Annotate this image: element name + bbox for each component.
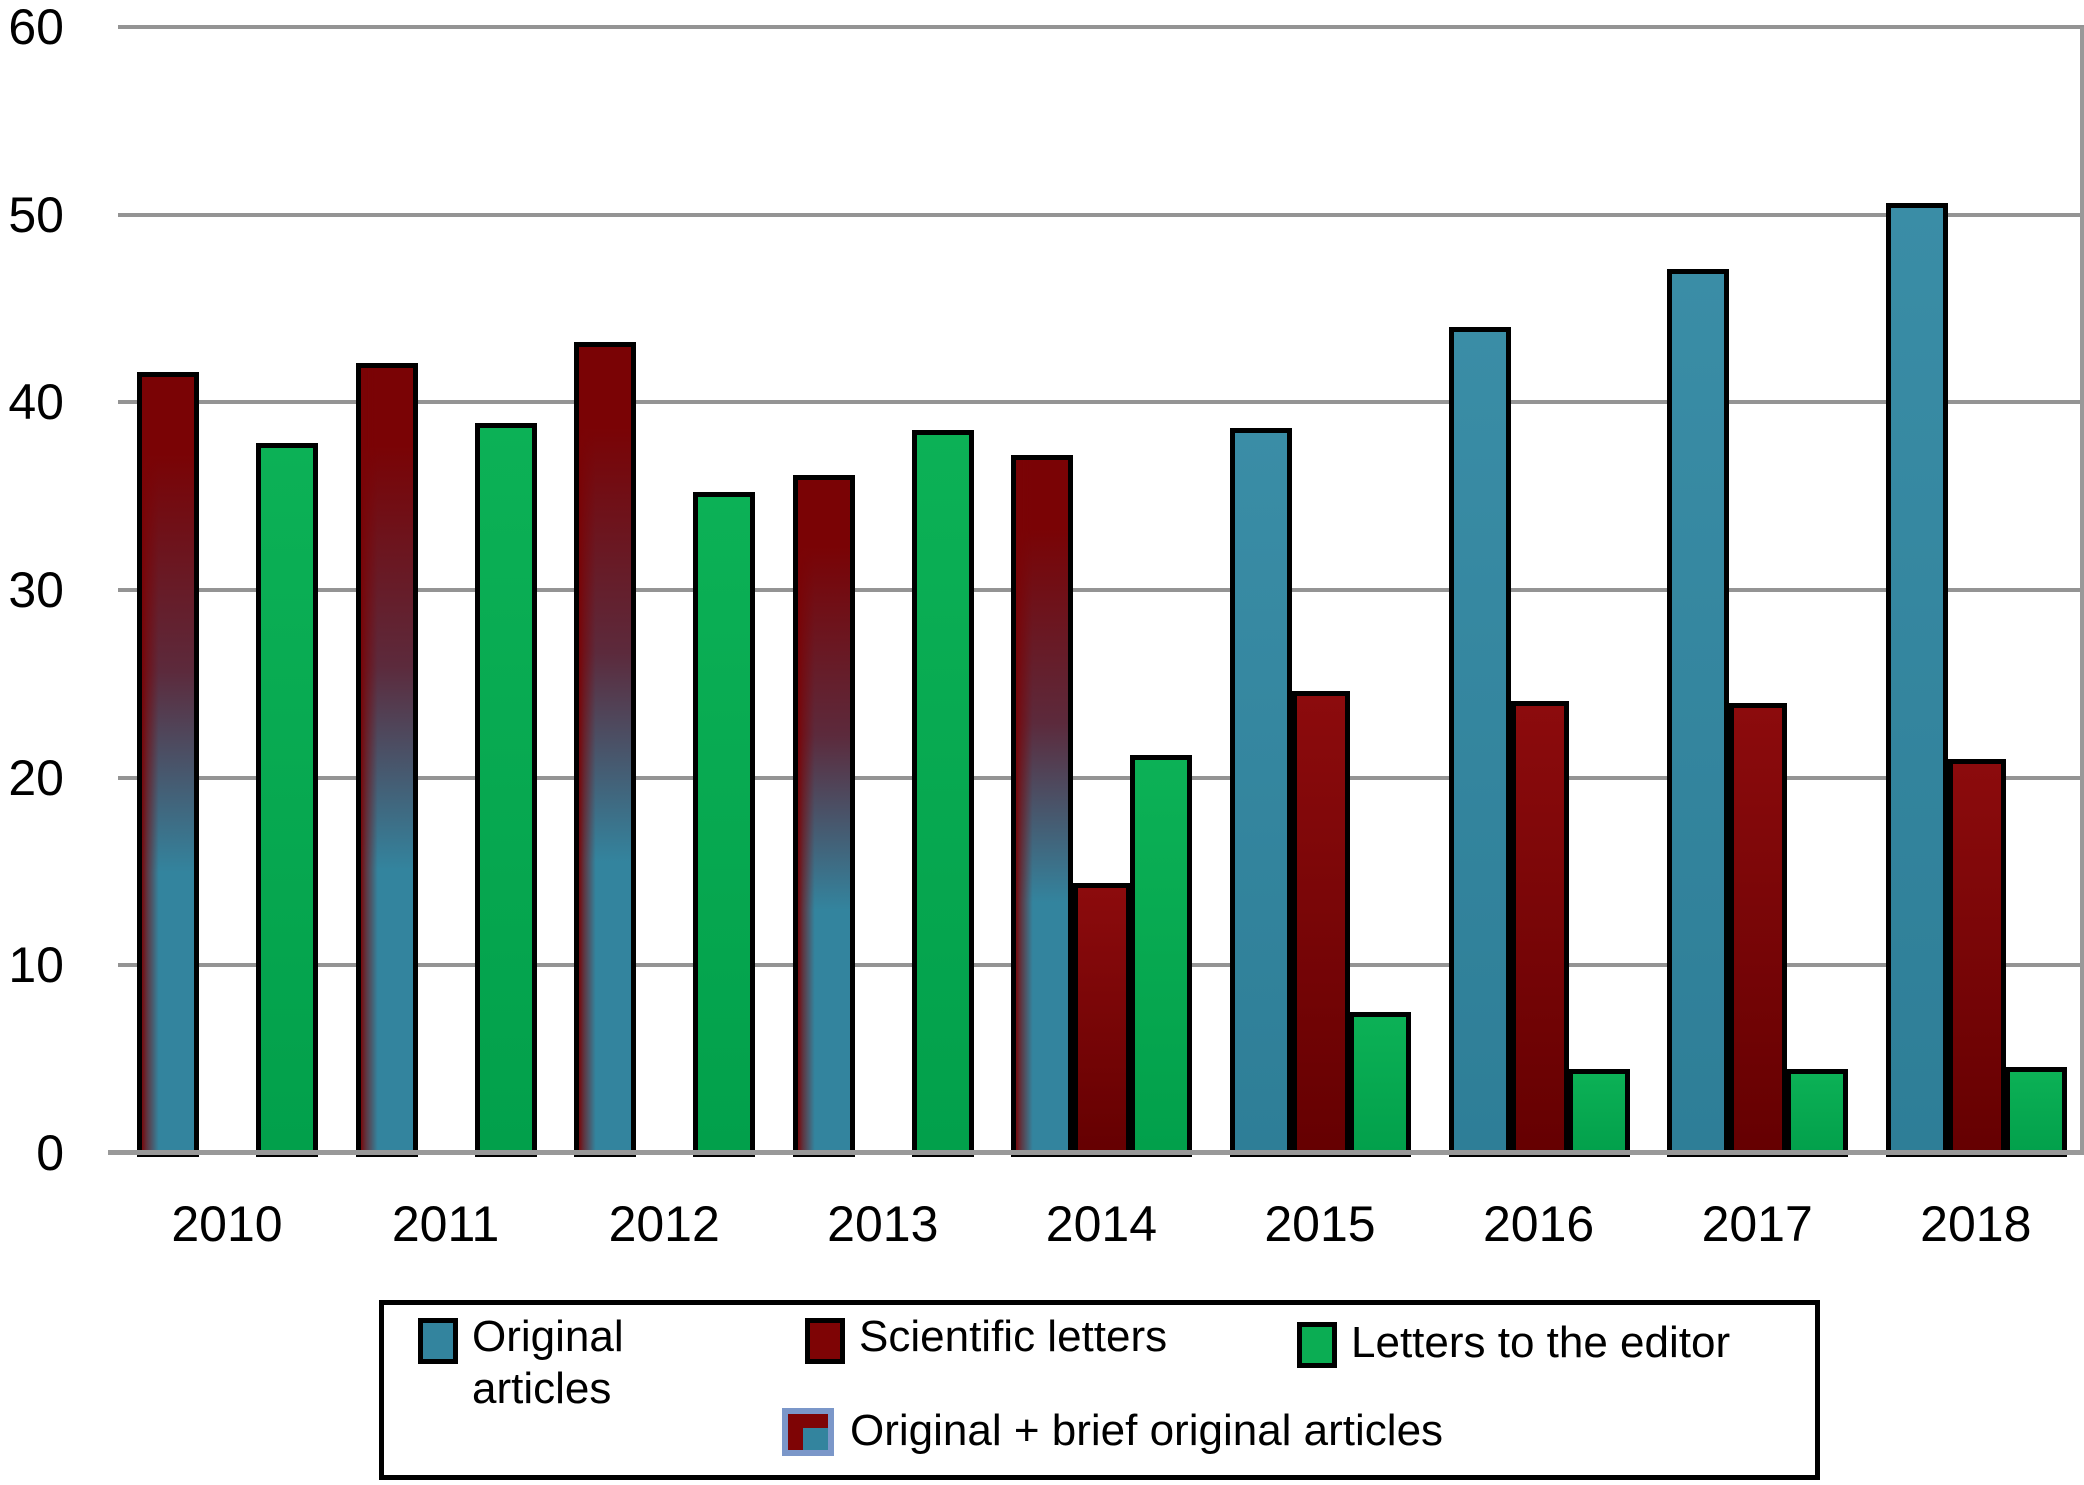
legend-label-scientific-letters: Scientific letters — [859, 1312, 1168, 1361]
x-axis-label-2016: 2016 — [1482, 1196, 1595, 1252]
y-axis-label-40: 40 — [8, 374, 64, 431]
y-axis-label-20: 20 — [8, 749, 64, 806]
bar-2017-scientific-letters — [1729, 702, 1788, 1157]
legend-swatch-inner-teal — [803, 1427, 828, 1450]
bar-2015-original-articles — [1230, 428, 1292, 1157]
x-axis-label-2015: 2015 — [1264, 1196, 1376, 1252]
x-axis-label-2017: 2017 — [1701, 1196, 1813, 1252]
bar-2016-scientific-letters — [1510, 700, 1569, 1157]
x-axis-label-2012: 2012 — [608, 1196, 720, 1252]
bar-2018-letters-to-editor — [2004, 1066, 2067, 1157]
y-axis-label-30: 30 — [8, 561, 64, 618]
y-axis-label-0: 0 — [36, 1125, 64, 1181]
bar-2011-original-plus-brief — [355, 362, 418, 1157]
gridline-40 — [118, 400, 2084, 405]
gridline-50 — [118, 212, 2084, 217]
y-axis-label-60: 60 — [8, 0, 64, 55]
bar-2017-original-articles — [1667, 268, 1730, 1157]
legend-label-original-articles: Original articles — [472, 1312, 624, 1413]
bar-2011-letters-to-editor — [474, 422, 537, 1157]
x-axis-label-2014: 2014 — [1045, 1196, 1157, 1252]
y-axis-label-10: 10 — [8, 937, 64, 994]
bar-2014-original-plus-brief — [1011, 454, 1074, 1157]
bar-2010-original-plus-brief — [137, 372, 199, 1157]
bar-2013-original-plus-brief — [792, 475, 855, 1157]
legend-swatch-original-articles — [418, 1318, 458, 1364]
gridline-60 — [118, 24, 2084, 29]
bar-2016-original-articles — [1448, 327, 1511, 1157]
plot-right-border — [2080, 26, 2084, 1153]
bar-2014-letters-to-editor — [1130, 755, 1193, 1157]
bar-2012-letters-to-editor — [693, 492, 756, 1157]
x-axis-line — [108, 1150, 2084, 1155]
legend-label-original-plus-brief: Original + brief original articles — [850, 1406, 1444, 1455]
x-axis-label-2010: 2010 — [171, 1196, 283, 1252]
gridline-20 — [118, 775, 2084, 780]
bar-2018-scientific-letters — [1947, 758, 2006, 1157]
legend-swatch-scientific-letters — [805, 1318, 845, 1364]
legend: Original articles Scientific letters Let… — [379, 1300, 1820, 1480]
legend-swatch-original-plus-brief — [782, 1408, 834, 1456]
x-axis-label-2013: 2013 — [827, 1196, 939, 1252]
x-axis-label-2011: 2011 — [391, 1196, 500, 1252]
gridline-30 — [118, 587, 2084, 592]
bar-2016-letters-to-editor — [1567, 1068, 1630, 1157]
bar-2017-letters-to-editor — [1786, 1068, 1849, 1157]
legend-label-letters-to-editor: Letters to the editor — [1351, 1318, 1731, 1367]
bar-2010-letters-to-editor — [256, 443, 318, 1157]
bar-2012-original-plus-brief — [574, 342, 637, 1157]
bar-2015-scientific-letters — [1292, 691, 1350, 1157]
legend-swatch-letters-to-editor — [1297, 1322, 1337, 1368]
x-axis-label-2018: 2018 — [1920, 1196, 2032, 1252]
y-axis-label-50: 50 — [8, 186, 64, 243]
bar-2018-original-articles — [1885, 203, 1948, 1157]
bar-2014-scientific-letters — [1073, 882, 1132, 1157]
bar-2015-letters-to-editor — [1349, 1012, 1411, 1157]
bar-2013-letters-to-editor — [911, 430, 974, 1157]
